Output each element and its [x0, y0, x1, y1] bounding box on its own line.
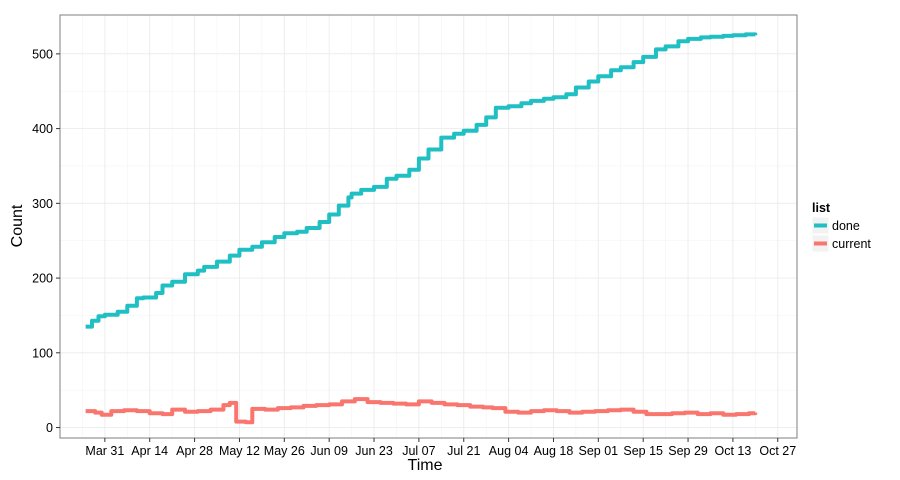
x-tick-label: Jun 23: [355, 444, 393, 458]
y-tick-label: 0: [46, 421, 53, 435]
legend-item-done: done: [811, 216, 860, 235]
x-tick-label: Jun 09: [310, 444, 348, 458]
x-tick-label: May 12: [219, 444, 260, 458]
plot-panel: [59, 14, 798, 439]
x-tick-label: Sep 01: [579, 444, 619, 458]
legend-item-current: current: [811, 234, 871, 253]
x-tick-label: Mar 31: [85, 444, 124, 458]
x-tick-label: Apr 28: [176, 444, 213, 458]
x-tick-label: May 26: [264, 444, 305, 458]
legend-label-done: done: [832, 219, 860, 233]
x-tick-label: Oct 27: [759, 444, 796, 458]
y-axis-ticks: 0 100 200 300 400 500: [32, 47, 60, 435]
x-tick-label: Jul 07: [402, 444, 435, 458]
major-gridlines: [60, 15, 797, 438]
series-line-done: [85, 32, 758, 329]
x-tick-label: Sep 29: [668, 444, 708, 458]
x-axis-ticks: Mar 31 Apr 14 Apr 28 May 12 May 26 Jun 09 Jun …: [85, 438, 796, 458]
y-tick-label: 100: [32, 346, 53, 360]
x-tick-label: Oct 13: [714, 444, 751, 458]
legend-label-current: current: [832, 237, 871, 251]
y-tick-label: 500: [32, 47, 53, 61]
series-layer: [85, 32, 758, 425]
panel-background: [60, 15, 797, 438]
x-tick-label: Aug 18: [534, 444, 574, 458]
legend-title: list: [812, 201, 831, 215]
y-axis-title: Count: [9, 204, 26, 247]
x-tick-label: Sep 15: [623, 444, 663, 458]
legend: list done current: [811, 201, 871, 253]
series-line-current: [85, 397, 758, 425]
x-tick-label: Jul 21: [447, 444, 480, 458]
y-tick-label: 400: [32, 122, 53, 136]
y-tick-label: 300: [32, 197, 53, 211]
y-tick-label: 200: [32, 272, 53, 286]
x-tick-label: Aug 04: [489, 444, 529, 458]
x-axis-title: Time: [408, 457, 443, 474]
x-tick-label: Apr 14: [131, 444, 168, 458]
panel-border: [59, 14, 798, 439]
